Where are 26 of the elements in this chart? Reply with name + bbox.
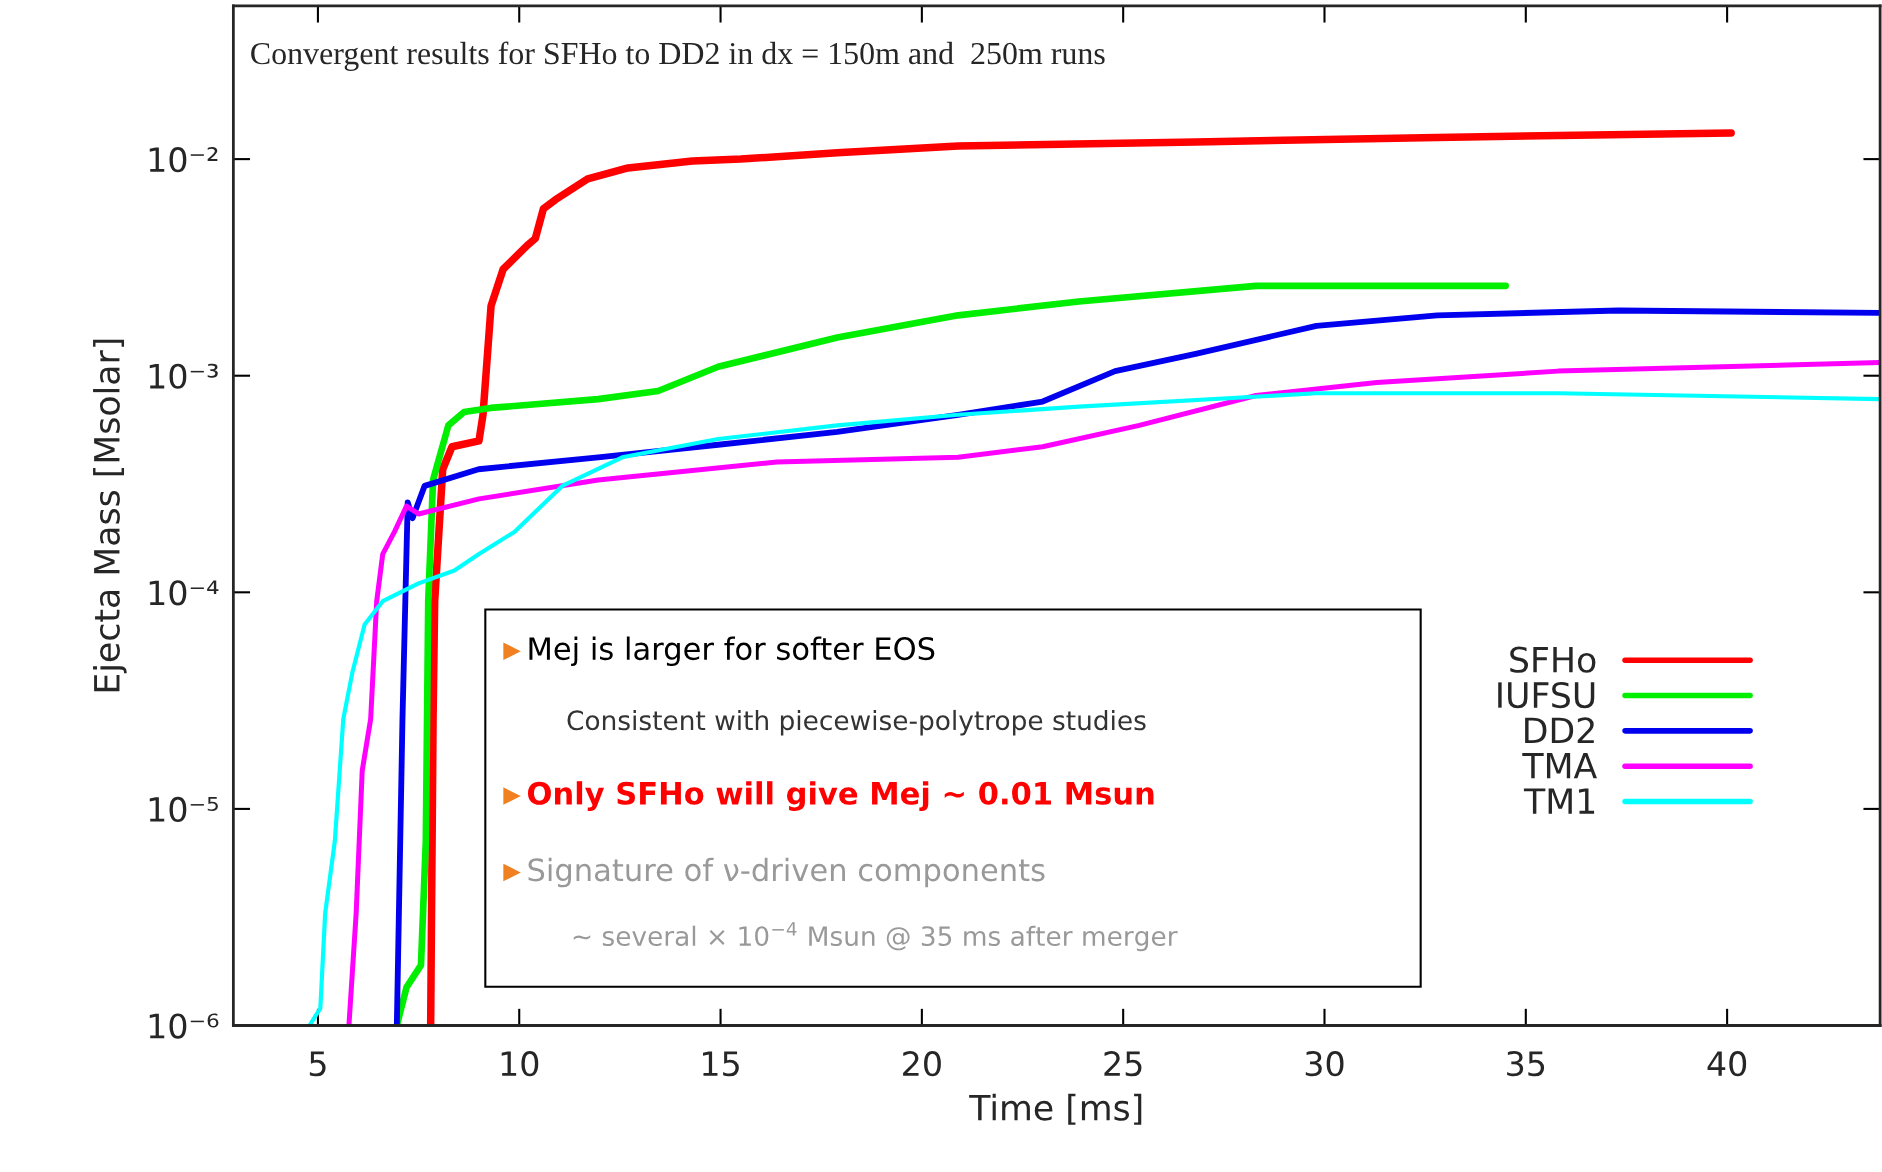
annotation: Consistent with piecewise-polytrope studies	[567, 709, 1146, 736]
annotation: Signature of ν-driven components	[528, 857, 1045, 888]
x-tick-label: 25	[1104, 1051, 1142, 1077]
legend-label: TM1	[1523, 788, 1595, 814]
legend-label: TMA	[1522, 753, 1597, 779]
x-axis-title: Time [ms]	[969, 1093, 1142, 1125]
annotation: ~ several × 10$^{−4}$ Msun @ 35 ms after merger	[573, 922, 1178, 952]
y-tick-label: 10⁻³	[149, 363, 218, 389]
x-tick-label: 5	[309, 1051, 326, 1077]
x-tick-label: 15	[703, 1051, 739, 1077]
legend-label: DD2	[1525, 717, 1594, 744]
x-tick-label: 30	[1305, 1051, 1344, 1077]
x-tick-label: 40	[1707, 1051, 1747, 1077]
x-tick-label: 10	[501, 1051, 539, 1077]
y-axis-title: Ejecta Mass [Msolar]	[93, 339, 127, 692]
x-tick-label: 35	[1507, 1051, 1545, 1077]
legend-label: SFHo	[1510, 646, 1596, 673]
x-tick-label: 20	[903, 1051, 941, 1077]
y-tick-label: 10⁻⁴	[149, 580, 219, 606]
y-tick-label: 10⁻²	[149, 147, 218, 173]
annotation: Mej is larger for softer EOS	[529, 636, 935, 667]
y-tick-label: 10⁻⁶	[149, 1013, 219, 1039]
legend-label: IUFSU	[1498, 681, 1595, 709]
y-tick-label: 10⁻⁵	[149, 796, 218, 823]
annotation: Only SFHo will give Mej ~ 0.01 Msun	[528, 781, 1154, 811]
text: Convergent results for SFHo to DD2 in dx = 150m and 250m runs	[251, 41, 1105, 71]
